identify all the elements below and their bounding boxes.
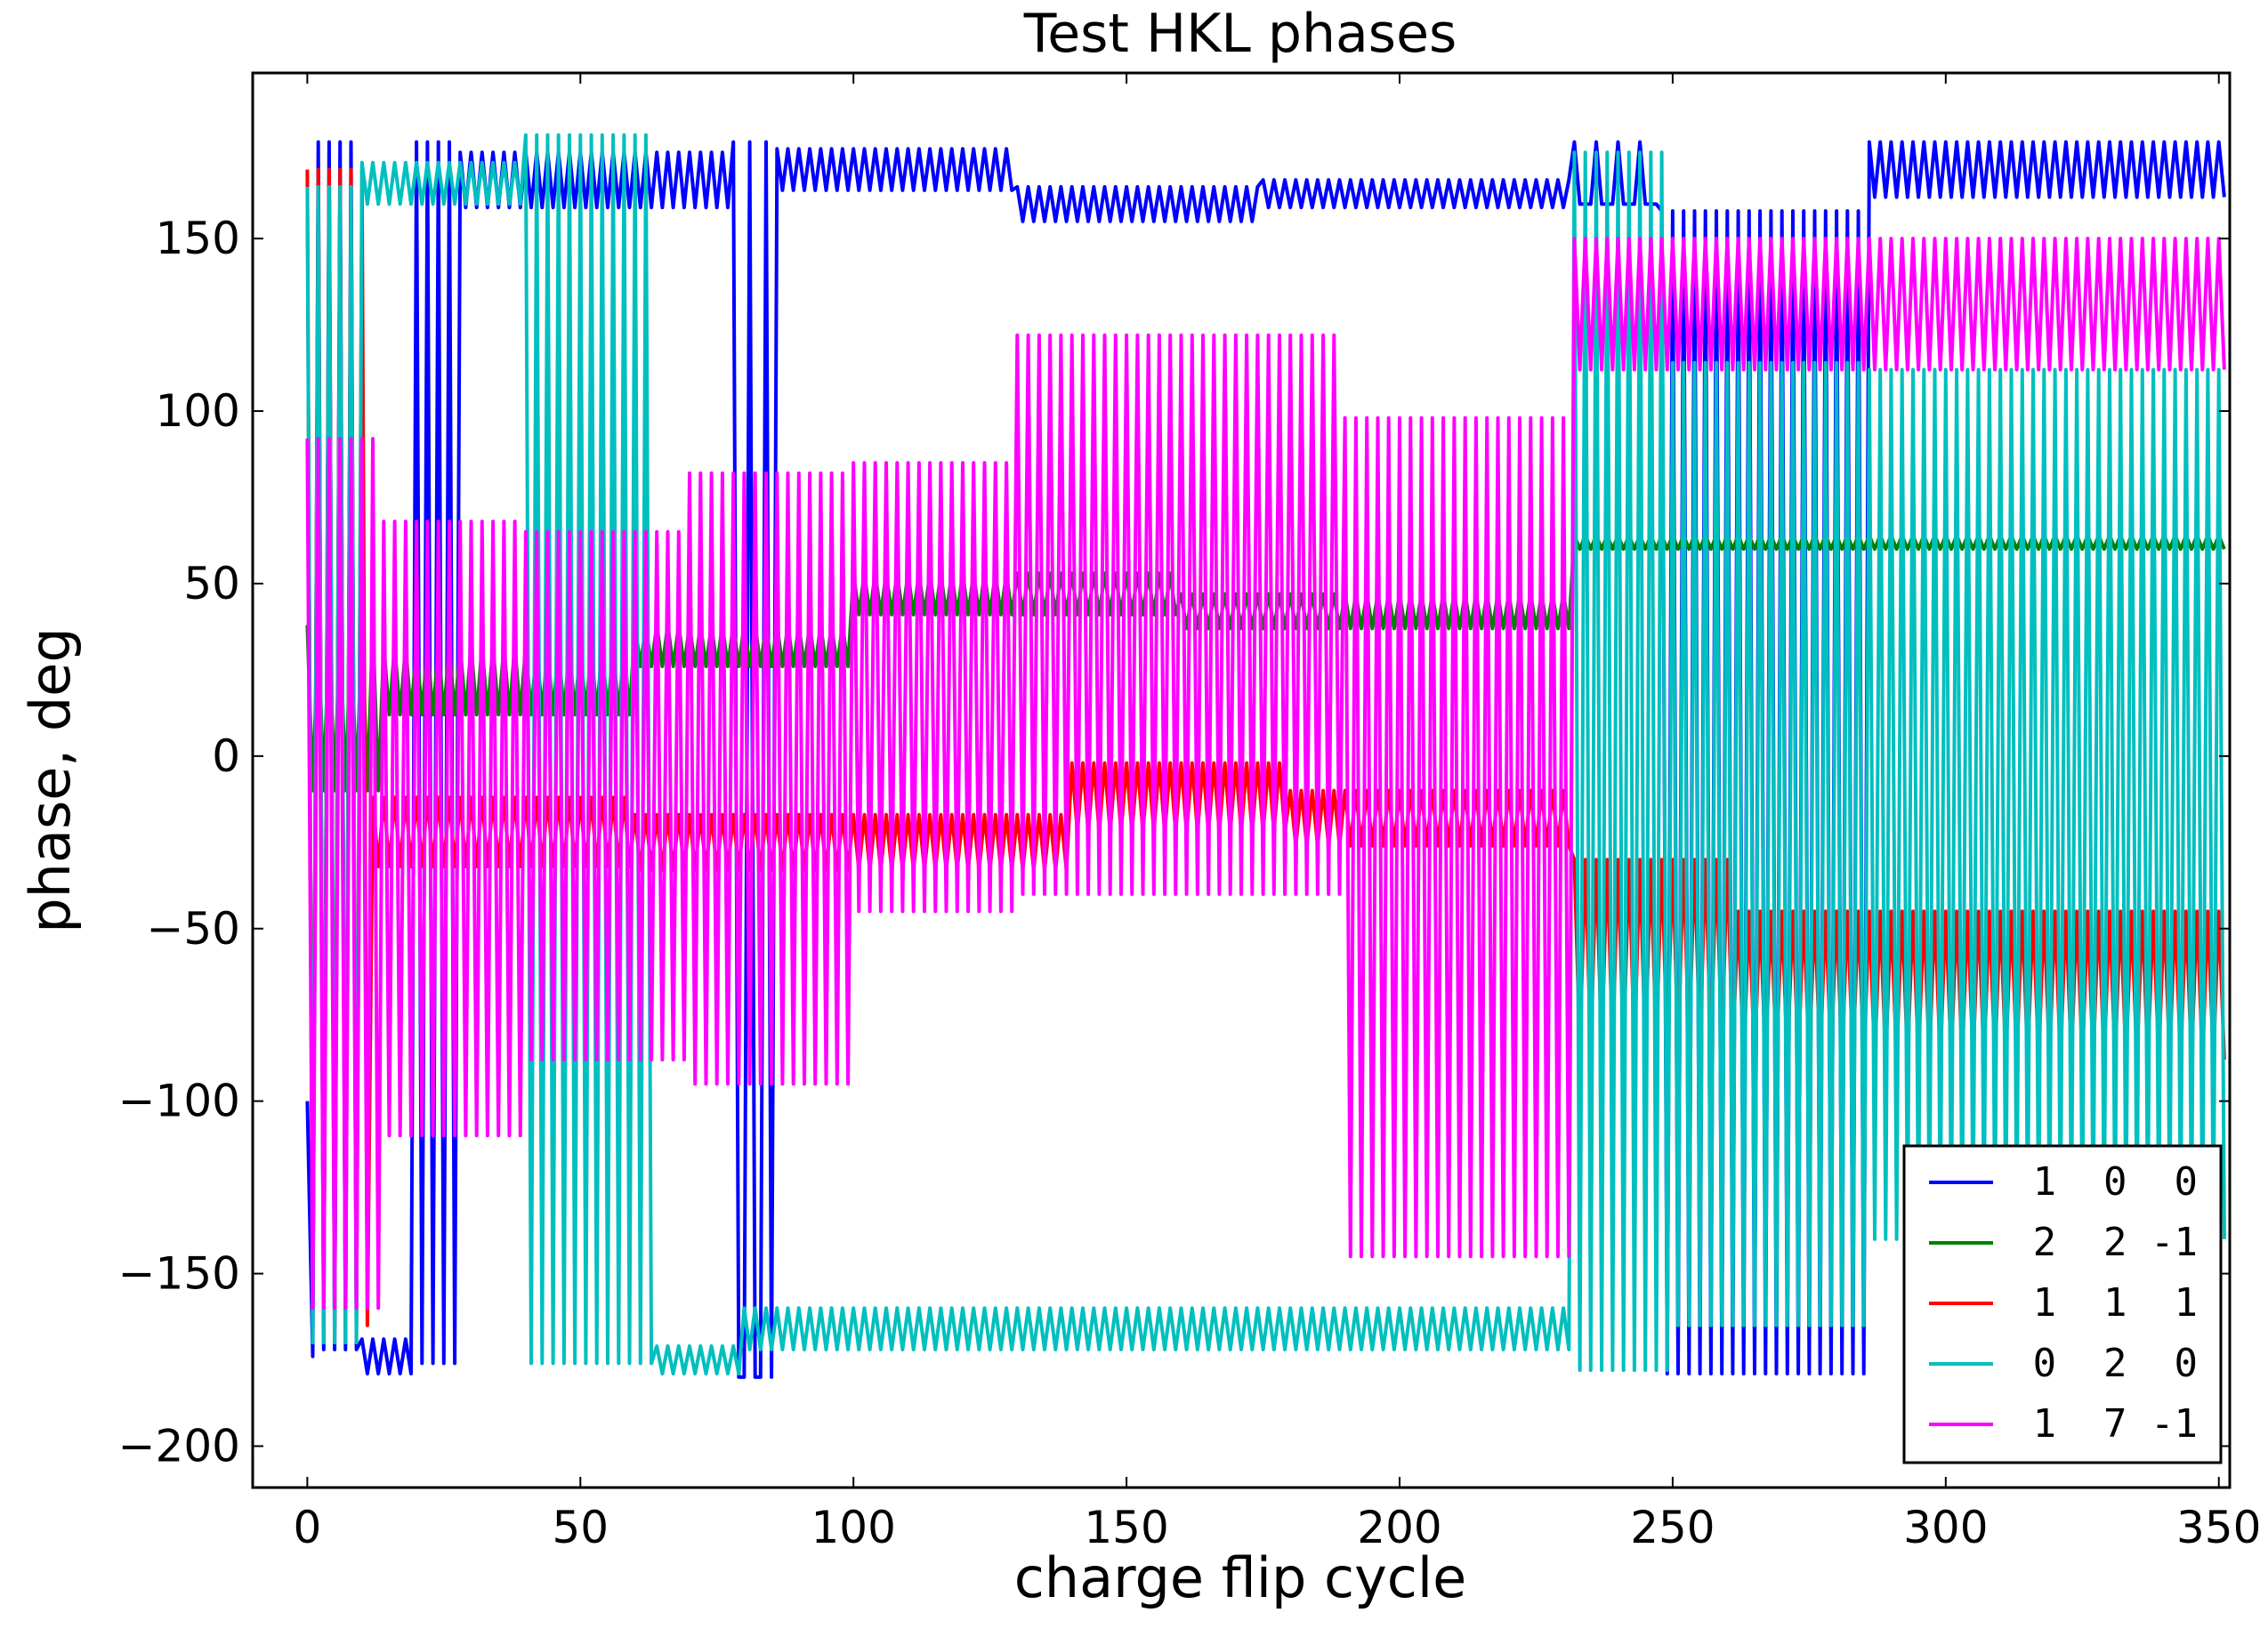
x-axis-label: charge flip cycle [1014,1545,1467,1610]
legend: 1 0 0 2 2 -1 1 1 1 0 2 0 1 7 -1 [1902,1144,2223,1464]
y-axis-label: phase, deg [18,627,83,932]
x-tick-label: 0 [293,1502,321,1553]
x-axis-ticks: 0 50 100 150 200 250 300 350 [293,73,2261,1553]
series-line-1m0-0 [305,140,2226,1379]
y-axis-ticks: 150 100 50 0 −50 −100 −150 −200 [118,213,2230,1472]
x-tick-label: 350 [2176,1502,2261,1553]
legend-label-2-2-m1: 2 2 -1 [2033,1220,2198,1265]
y-tick-label: −150 [118,1248,240,1300]
y-tick-label: −50 [146,903,240,955]
x-tick-label: 250 [1630,1502,1715,1553]
y-tick-label: 100 [156,385,240,437]
x-tick-label: 50 [552,1502,609,1553]
chart-title: Test HKL phases [1023,3,1457,65]
y-tick-label: −200 [118,1420,240,1472]
y-tick-label: −100 [118,1076,240,1127]
x-tick-label: 300 [1903,1502,1988,1553]
plot-frame [251,71,2232,1489]
series-line-1m7--1 [305,237,2226,1310]
legend-label-1-7-m1: 1 7 -1 [2033,1401,2198,1447]
legend-label-1-0-0: 1 0 0 [2033,1159,2198,1205]
legend-label-1-1-1: 1 1 1 [2033,1280,2198,1326]
x-tick-label: 100 [811,1502,895,1553]
legend-label-0-2-0: 0 2 0 [2033,1341,2198,1386]
y-tick-label: 150 [156,213,240,264]
x-tick-label: 200 [1357,1502,1441,1553]
x-tick-label: 150 [1084,1502,1168,1553]
series-layer [305,133,2226,1379]
y-tick-label: 0 [212,730,240,782]
y-tick-label: 50 [183,558,240,609]
